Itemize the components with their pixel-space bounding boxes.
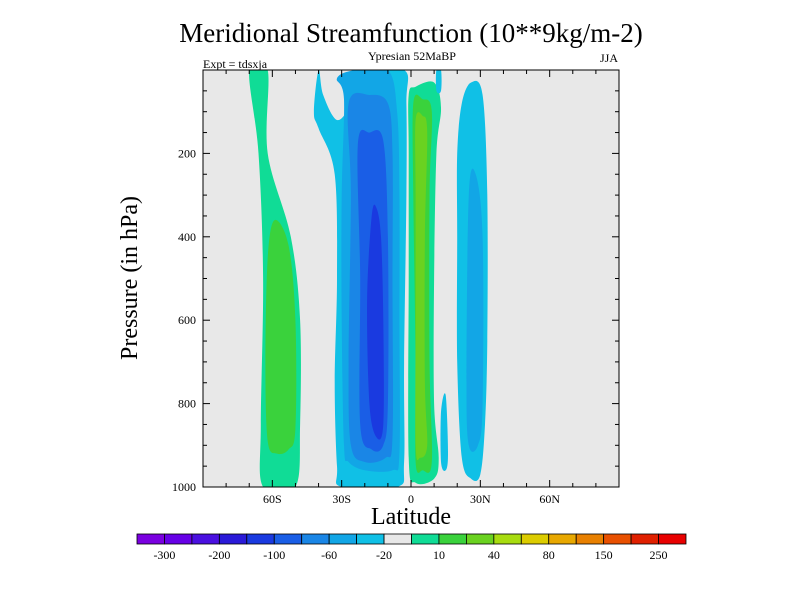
y-tick-label: 400: [178, 230, 196, 244]
colorbar-swatch: [575, 533, 605, 545]
colorbar-swatch: [356, 533, 385, 545]
colorbar-swatch: [191, 533, 220, 545]
subtitle-period: Ypresian 52MaBP: [368, 49, 456, 63]
colorbar-swatch: [383, 533, 412, 545]
colorbar-swatch: [658, 533, 687, 545]
x-tick-label: 60N: [539, 492, 560, 506]
colorbar-swatch: [465, 533, 495, 545]
colorbar-label: 80: [543, 548, 555, 562]
colorbar-label: 40: [488, 548, 500, 562]
colorbar-label: -200: [208, 548, 230, 562]
minor-ticks: [203, 70, 619, 487]
contour-fills: [249, 70, 488, 487]
colorbar-swatch: [301, 533, 330, 545]
colorbar-label: -60: [321, 548, 337, 562]
x-axis-label: Latitude: [371, 504, 451, 530]
northern-midlatitude-weak-cell: [440, 393, 448, 471]
colorbar-swatch: [328, 533, 357, 545]
plot-area: 60S 30S 0 30N 60N 200 400 600 800 1000: [172, 69, 620, 506]
colorbar-labels: -300 -200 -100 -60 -20 10 40 80 150 250: [153, 548, 667, 562]
colorbar-swatch: [136, 533, 165, 545]
colorbar-label: -100: [263, 548, 285, 562]
x-tick-label: 30N: [470, 492, 491, 506]
x-tick-label: 30S: [332, 492, 351, 506]
equatorial-cell-level-3: [415, 112, 428, 461]
colorbar-swatch: [438, 533, 467, 545]
y-axis-ticks: 200 400 600 800 1000: [172, 146, 619, 494]
colorbar-label: -300: [153, 548, 175, 562]
x-axis-ticks: 60S 30S 0 30N 60N: [263, 70, 560, 506]
tropical-cell-level-5: [367, 204, 384, 440]
colorbar-swatch: [246, 533, 275, 545]
y-tick-label: 800: [178, 397, 196, 411]
southern-hemisphere-cell-core: [265, 219, 297, 455]
colorbar-swatch: [273, 533, 303, 545]
colorbar-label: 10: [433, 548, 445, 562]
colorbar-swatch: [603, 533, 632, 545]
colorbar: [136, 533, 687, 545]
y-tick-label: 600: [178, 313, 196, 327]
subtitle-experiment: Expt = tdsxja: [203, 57, 268, 71]
colorbar-label: -20: [376, 548, 392, 562]
x-tick-label: 0: [408, 492, 414, 506]
colorbar-swatch: [218, 533, 248, 545]
northern-subtropical-cell-core: [466, 168, 484, 452]
x-tick-label: 60S: [263, 492, 282, 506]
colorbar-label: 150: [595, 548, 613, 562]
y-tick-label: 1000: [172, 480, 196, 494]
colorbar-swatch: [164, 533, 193, 545]
colorbar-swatch: [520, 533, 550, 545]
colorbar-swatch: [411, 533, 440, 545]
y-tick-label: 200: [178, 146, 196, 160]
subtitle-season: JJA: [600, 51, 618, 65]
upper-northern-sliver: [435, 70, 442, 94]
colorbar-swatch: [548, 533, 577, 545]
colorbar-swatch: [493, 533, 522, 545]
chart-title: Meridional Streamfunction (10**9kg/m-2): [179, 18, 642, 48]
y-axis-label: Pressure (in hPa): [117, 196, 143, 360]
colorbar-label: 250: [650, 548, 668, 562]
colorbar-swatch: [630, 533, 659, 545]
